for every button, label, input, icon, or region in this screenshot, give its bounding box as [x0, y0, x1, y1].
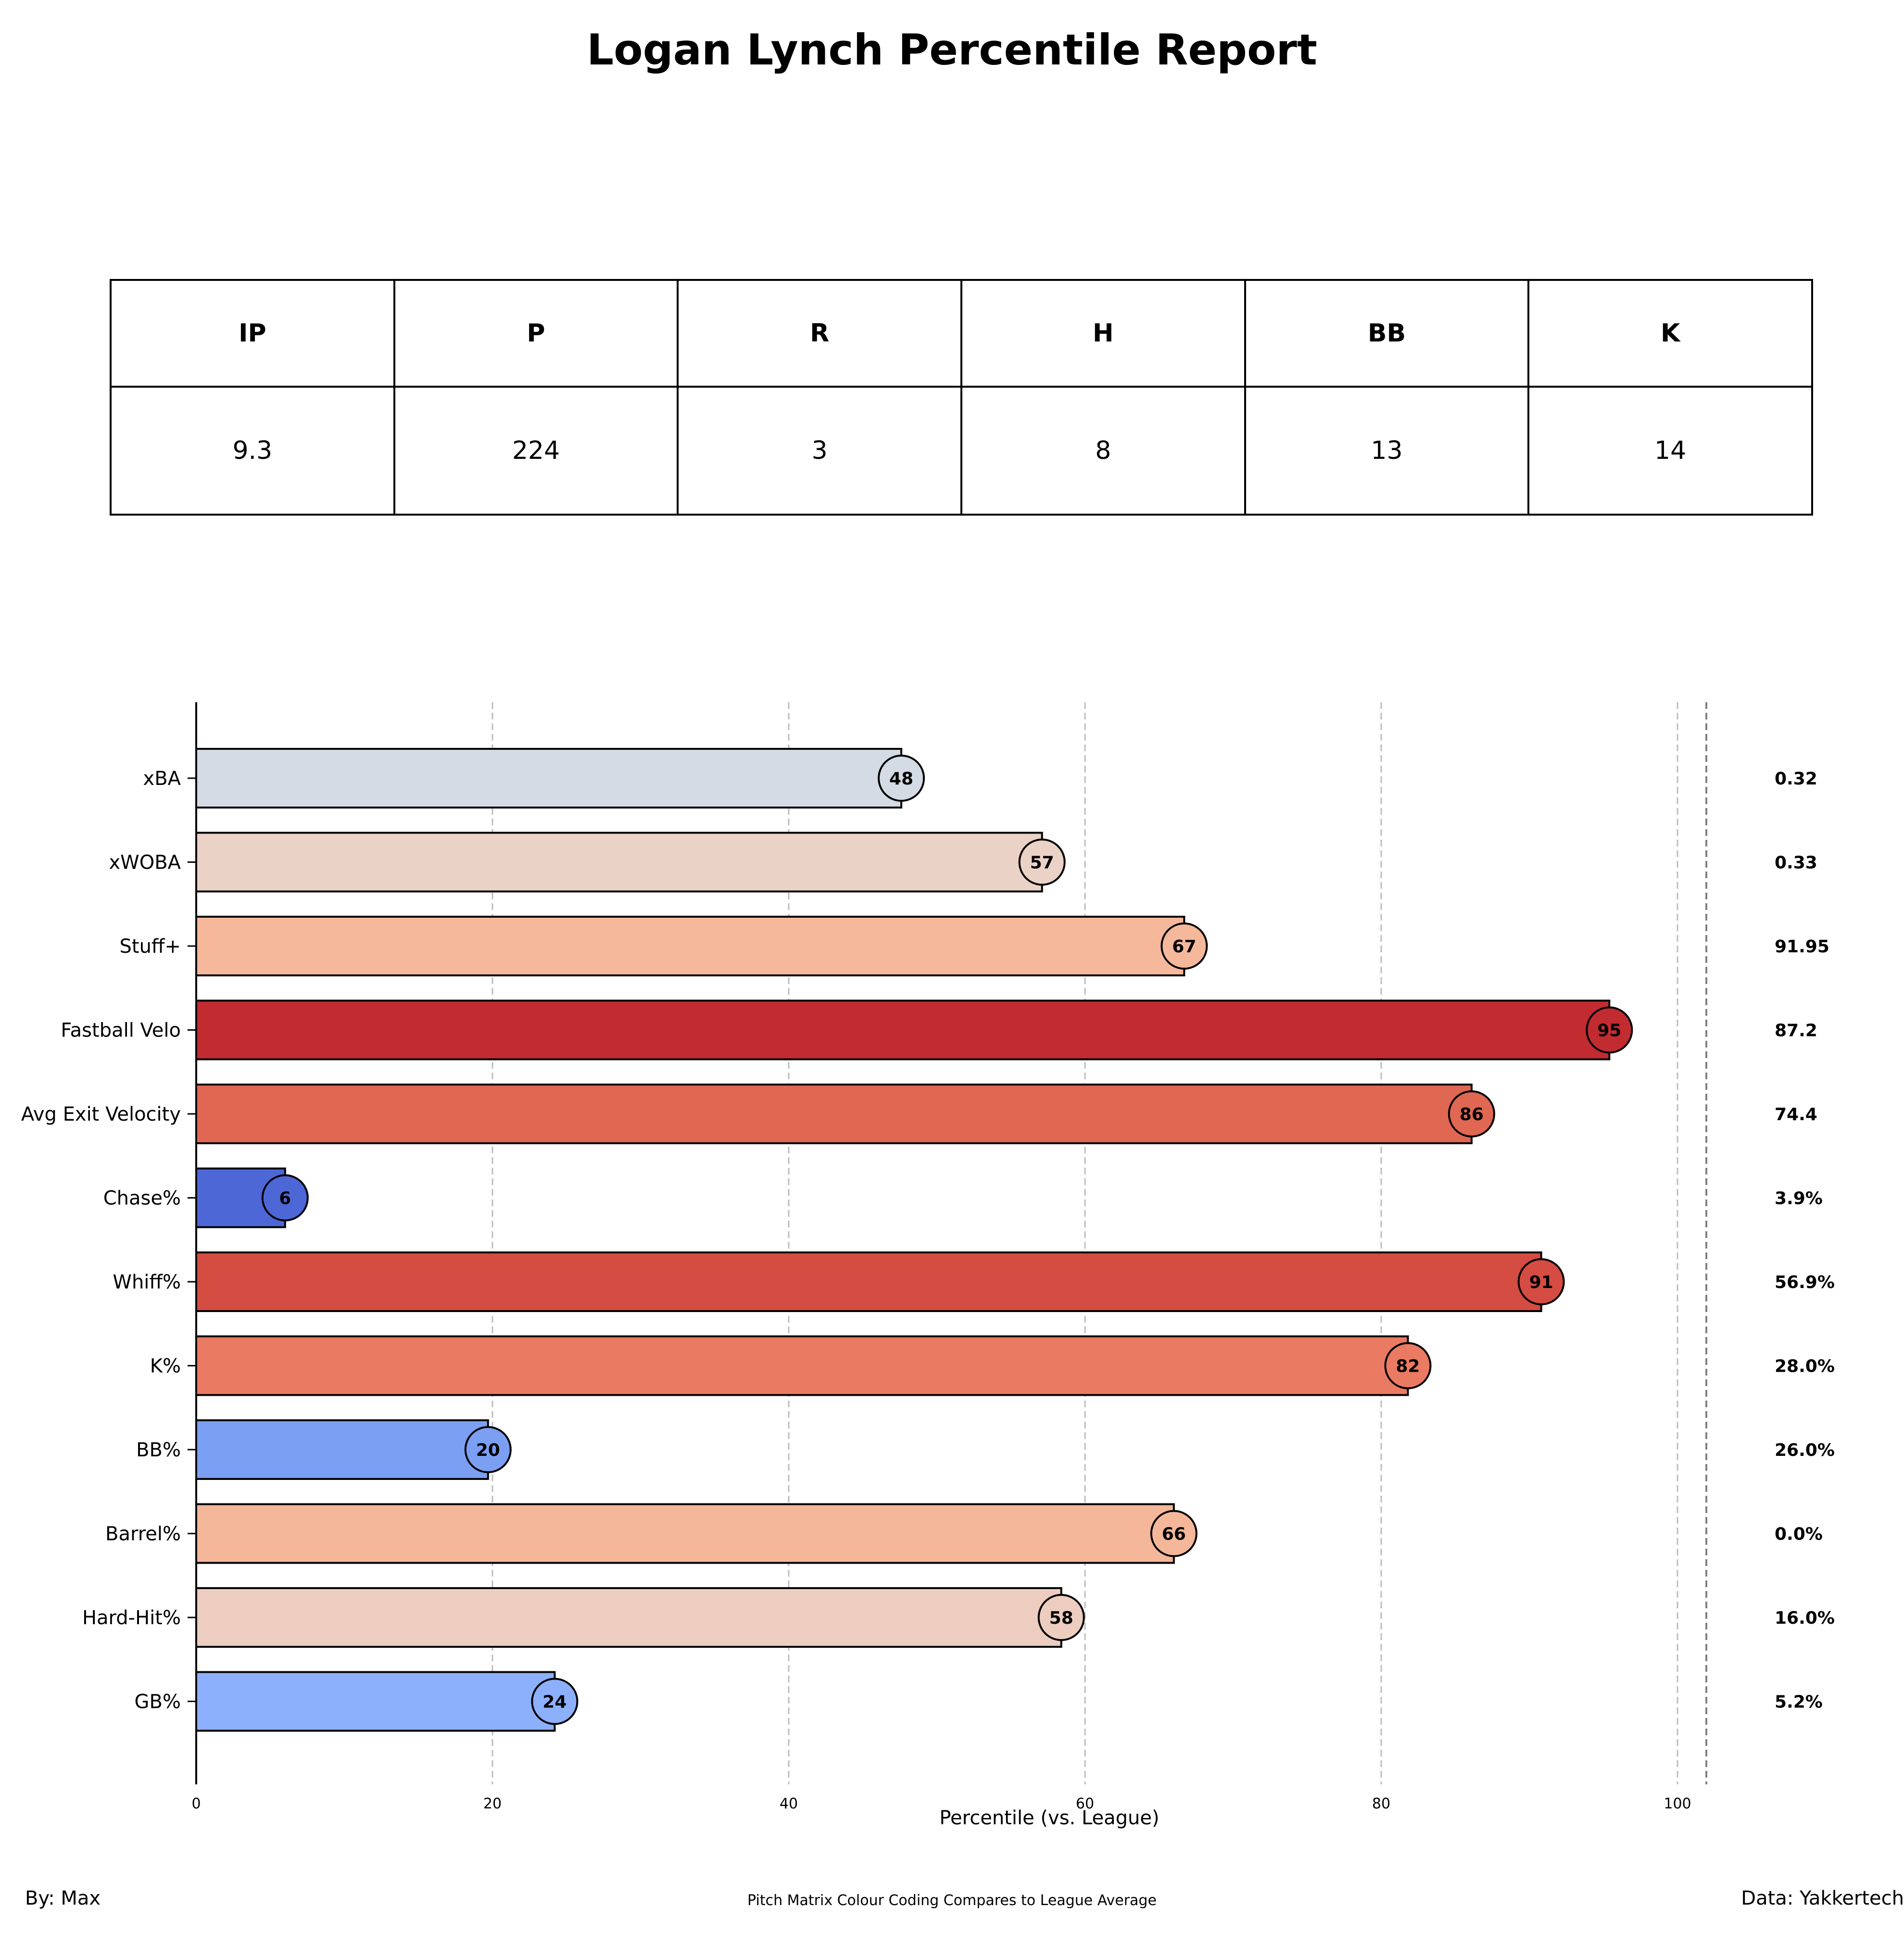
- stats-header-k: K: [1527, 279, 1813, 388]
- category-label: Stuff+: [120, 935, 181, 958]
- raw-value: 0.32: [1775, 769, 1817, 789]
- category-label: Fastball Velo: [61, 1020, 181, 1042]
- report-title: Logan Lynch Percentile Report: [587, 25, 1317, 75]
- bar-layer: 48 57 67 95 86 6 91 82 20 66 58 24: [195, 748, 1633, 1732]
- x-tick-label: 60: [1076, 1795, 1094, 1812]
- bar: [195, 1503, 1175, 1564]
- x-tick-label: 80: [1372, 1795, 1390, 1812]
- axis-layer: xBA 0.32 xWOBA 0.33 Stuff+ 91.95 Fastball Velo…: [21, 702, 1835, 1812]
- footer-source: Data: Yakkertech: [1741, 1887, 1904, 1909]
- stats-value-h: 8: [960, 386, 1246, 516]
- x-tick-label: 0: [191, 1795, 201, 1812]
- raw-value: 0.0%: [1775, 1525, 1823, 1544]
- footer-credit: By: Max: [25, 1887, 101, 1909]
- percentile-label: 57: [1030, 853, 1054, 873]
- percentile-marker: [1517, 1258, 1565, 1305]
- raw-value: 56.9%: [1775, 1273, 1835, 1292]
- raw-value: 26.0%: [1775, 1440, 1835, 1460]
- category-label: Avg Exit Velocity: [21, 1103, 181, 1125]
- percentile-marker: [464, 1426, 512, 1473]
- raw-value: 3.9%: [1775, 1189, 1823, 1209]
- percentile-label: 67: [1172, 937, 1196, 957]
- bar: [195, 1335, 1409, 1396]
- x-tick-label: 40: [780, 1795, 798, 1812]
- stats-header-row: IP P R H BB K: [110, 279, 1813, 388]
- category-label: Chase%: [103, 1187, 181, 1210]
- percentile-label: 58: [1049, 1608, 1073, 1628]
- stats-header-h: H: [960, 279, 1246, 388]
- percentile-marker: [261, 1174, 309, 1222]
- percentile-label: 82: [1396, 1357, 1420, 1377]
- percentile-marker: [1160, 922, 1208, 970]
- stats-value-row: 9.3 224 3 8 13 14: [110, 386, 1813, 516]
- stats-value-p: 224: [393, 386, 679, 516]
- stats-value-ip: 9.3: [110, 386, 395, 516]
- percentile-label: 95: [1597, 1021, 1621, 1041]
- category-label: BB%: [136, 1439, 181, 1461]
- raw-value: 87.2: [1775, 1021, 1817, 1041]
- raw-value: 28.0%: [1775, 1357, 1835, 1377]
- bar: [195, 748, 903, 808]
- stats-header-p: P: [393, 279, 679, 388]
- raw-value: 0.33: [1775, 853, 1817, 873]
- bar: [195, 1419, 489, 1480]
- category-label: xWOBA: [109, 852, 181, 874]
- bar: [195, 1084, 1473, 1144]
- bar: [195, 832, 1043, 893]
- percentile-label: 24: [542, 1692, 567, 1712]
- x-axis-label: Percentile (vs. League): [939, 1807, 1159, 1829]
- bar: [195, 1671, 556, 1732]
- stats-table: IP P R H BB K 9.3 224 3 8 13 14: [110, 279, 1813, 516]
- percentile-marker: [1018, 838, 1066, 886]
- percentile-marker: [531, 1678, 579, 1725]
- percentile-label: 66: [1162, 1525, 1186, 1544]
- stats-value-k: 14: [1527, 386, 1813, 516]
- category-label: K%: [150, 1355, 181, 1377]
- x-tick-label: 20: [483, 1795, 502, 1812]
- category-label: xBA: [143, 768, 181, 790]
- x-tick-label: 100: [1664, 1795, 1691, 1812]
- bar: [195, 1587, 1062, 1648]
- percentile-label: 48: [889, 769, 913, 789]
- raw-value: 16.0%: [1775, 1608, 1835, 1628]
- stats-header-ip: IP: [110, 279, 395, 388]
- stats-header-bb: BB: [1244, 279, 1530, 388]
- category-label: Barrel%: [105, 1523, 181, 1545]
- percentile-marker: [1448, 1090, 1495, 1137]
- stats-value-r: 3: [677, 386, 962, 516]
- percentile-marker: [1150, 1510, 1198, 1557]
- stats-header-r: R: [677, 279, 962, 388]
- percentile-label: 91: [1529, 1273, 1553, 1292]
- percentile-label: 20: [476, 1440, 500, 1460]
- percentile-marker: [878, 755, 925, 802]
- percentile-marker: [1384, 1342, 1432, 1389]
- bar: [195, 1251, 1542, 1312]
- category-label: Whiff%: [113, 1271, 181, 1293]
- raw-value: 5.2%: [1775, 1692, 1823, 1712]
- bar: [195, 916, 1185, 976]
- stats-value-bb: 13: [1244, 386, 1530, 516]
- category-label: GB%: [135, 1691, 181, 1713]
- percentile-label: 86: [1460, 1105, 1484, 1124]
- percentile-marker: [1037, 1594, 1085, 1641]
- percentile-marker: [1586, 1006, 1633, 1054]
- raw-value: 74.4: [1775, 1105, 1817, 1124]
- category-label: Hard-Hit%: [82, 1607, 181, 1629]
- bar: [195, 999, 1611, 1061]
- footer-note: Pitch Matrix Colour Coding Compares to L…: [747, 1892, 1157, 1909]
- raw-value: 91.95: [1775, 937, 1829, 957]
- percentile-label: 6: [279, 1189, 291, 1209]
